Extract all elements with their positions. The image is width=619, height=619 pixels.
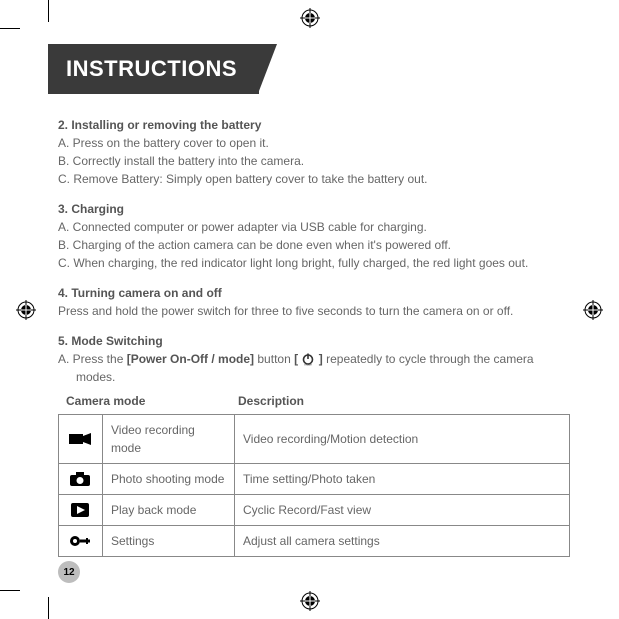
power-mode-icon: mode: [301, 352, 315, 366]
registration-mark-icon: [16, 300, 36, 320]
bracket-open: [: [294, 352, 301, 366]
table-header-row: Camera mode Description: [66, 392, 575, 410]
page-number: 12: [58, 561, 80, 583]
registration-mark-icon: [300, 8, 320, 28]
table-row: Settings Adjust all camera settings: [59, 526, 570, 557]
mode-desc: Cyclic Record/Fast view: [235, 495, 570, 526]
crop-mark: [48, 0, 49, 22]
section-line: A. Press the [Power On-Off / mode] butto…: [58, 350, 575, 368]
text-fragment: button: [254, 352, 294, 366]
mode-icon-cell: [59, 526, 103, 557]
table-row: Photo shooting mode Time setting/Photo t…: [59, 464, 570, 495]
section-heading: 3. Charging: [58, 200, 575, 218]
mode-icon-cell: [59, 495, 103, 526]
section-line: A. Press on the battery cover to open it…: [58, 134, 575, 152]
bracket-close: ]: [315, 352, 322, 366]
section-3: 3. Charging A. Connected computer or pow…: [58, 200, 575, 272]
table-col-mode: Camera mode: [66, 392, 238, 410]
mode-icon-cell: [59, 464, 103, 495]
section-heading: 4. Turning camera on and off: [58, 284, 575, 302]
section-heading: 2. Installing or removing the battery: [58, 116, 575, 134]
mode-label: Photo shooting mode: [103, 464, 235, 495]
mode-desc: Video recording/Motion detection: [235, 415, 570, 464]
table-row: Video recording mode Video recording/Mot…: [59, 415, 570, 464]
registration-mark-icon: [583, 300, 603, 320]
section-line: C. Remove Battery: Simply open battery c…: [58, 170, 575, 188]
page-number-text: 12: [63, 567, 74, 578]
crop-mark: [0, 590, 20, 591]
mode-desc: Time setting/Photo taken: [235, 464, 570, 495]
mode-label: Play back mode: [103, 495, 235, 526]
page-title: INSTRUCTIONS: [48, 44, 259, 94]
section-2: 2. Installing or removing the battery A.…: [58, 116, 575, 188]
video-mode-icon: [67, 430, 93, 448]
table-row: Play back mode Cyclic Record/Fast view: [59, 495, 570, 526]
text-fragment: repeatedly to cycle through the camera: [323, 352, 534, 366]
content-area: 2. Installing or removing the battery A.…: [48, 94, 585, 557]
section-line: B. Correctly install the battery into th…: [58, 152, 575, 170]
registration-mark-icon: [300, 591, 320, 611]
photo-mode-icon: [67, 470, 93, 488]
page-title-text: INSTRUCTIONS: [66, 56, 237, 81]
section-4: 4. Turning camera on and off Press and h…: [58, 284, 575, 320]
crop-mark: [48, 597, 49, 619]
playback-mode-icon: [67, 501, 93, 519]
settings-mode-icon: [67, 532, 93, 550]
crop-mark: [0, 28, 20, 29]
table-col-desc: Description: [238, 392, 304, 410]
mode-desc: Adjust all camera settings: [235, 526, 570, 557]
mode-icon-cell: [59, 415, 103, 464]
section-line: C. When charging, the red indicator ligh…: [58, 254, 575, 272]
section-5: 5. Mode Switching A. Press the [Power On…: [58, 332, 575, 386]
section-heading: 5. Mode Switching: [58, 332, 575, 350]
section-line: modes.: [58, 368, 575, 386]
text-fragment: A. Press the: [58, 352, 127, 366]
modes-table: Video recording mode Video recording/Mot…: [58, 414, 570, 557]
page-body: INSTRUCTIONS 2. Installing or removing t…: [48, 28, 585, 591]
svg-text:mode: mode: [305, 363, 313, 367]
mode-label: Video recording mode: [103, 415, 235, 464]
section-line: Press and hold the power switch for thre…: [58, 302, 575, 320]
button-reference: [Power On-Off / mode]: [127, 352, 254, 366]
mode-label: Settings: [103, 526, 235, 557]
section-line: A. Connected computer or power adapter v…: [58, 218, 575, 236]
section-line: B. Charging of the action camera can be …: [58, 236, 575, 254]
